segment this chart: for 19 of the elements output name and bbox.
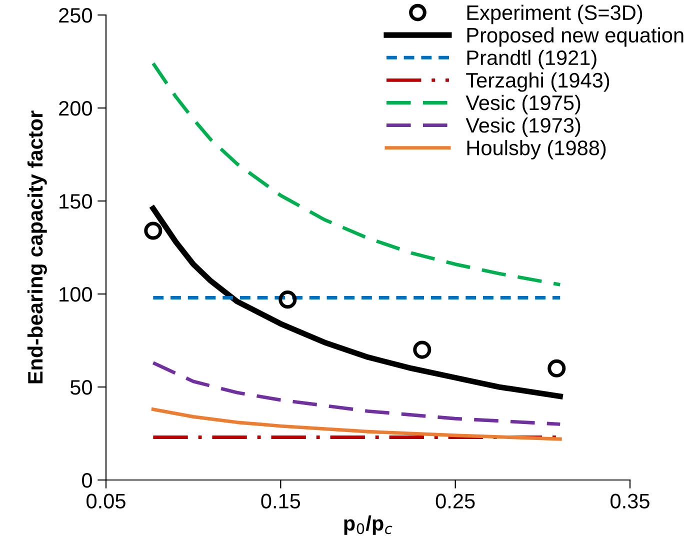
legend-label: Proposed new equation: [467, 27, 684, 47]
y-tick-label: 100: [60, 287, 92, 302]
y-tick-label: 150: [60, 194, 92, 209]
x-tick-label: 0.35: [610, 494, 650, 508]
y-tick-label: 0: [82, 473, 92, 488]
legend-label: Prandtl (1921): [467, 50, 596, 70]
x-tick-label: 0.25: [436, 494, 475, 508]
y-axis-title: End-bearing capacity factor: [27, 110, 47, 384]
x-axis-title: p$_{0}$/p$_{c}$: [344, 515, 392, 535]
x-tick-label: 0.15: [261, 494, 300, 508]
legend-label: Vesic (1975): [466, 94, 580, 114]
y-tick-label: 50: [70, 380, 92, 395]
legend-label: Vesic (1973): [466, 117, 580, 137]
y-tick-label: 200: [59, 101, 92, 116]
legend-label: Experiment (S=3D): [467, 4, 642, 24]
legend-label: Houlsby (1988): [467, 140, 606, 160]
y-tick-label: 250: [59, 8, 92, 23]
x-tick-label: 0.05: [86, 494, 126, 508]
legend-label: Terzaghi (1943): [466, 72, 610, 92]
